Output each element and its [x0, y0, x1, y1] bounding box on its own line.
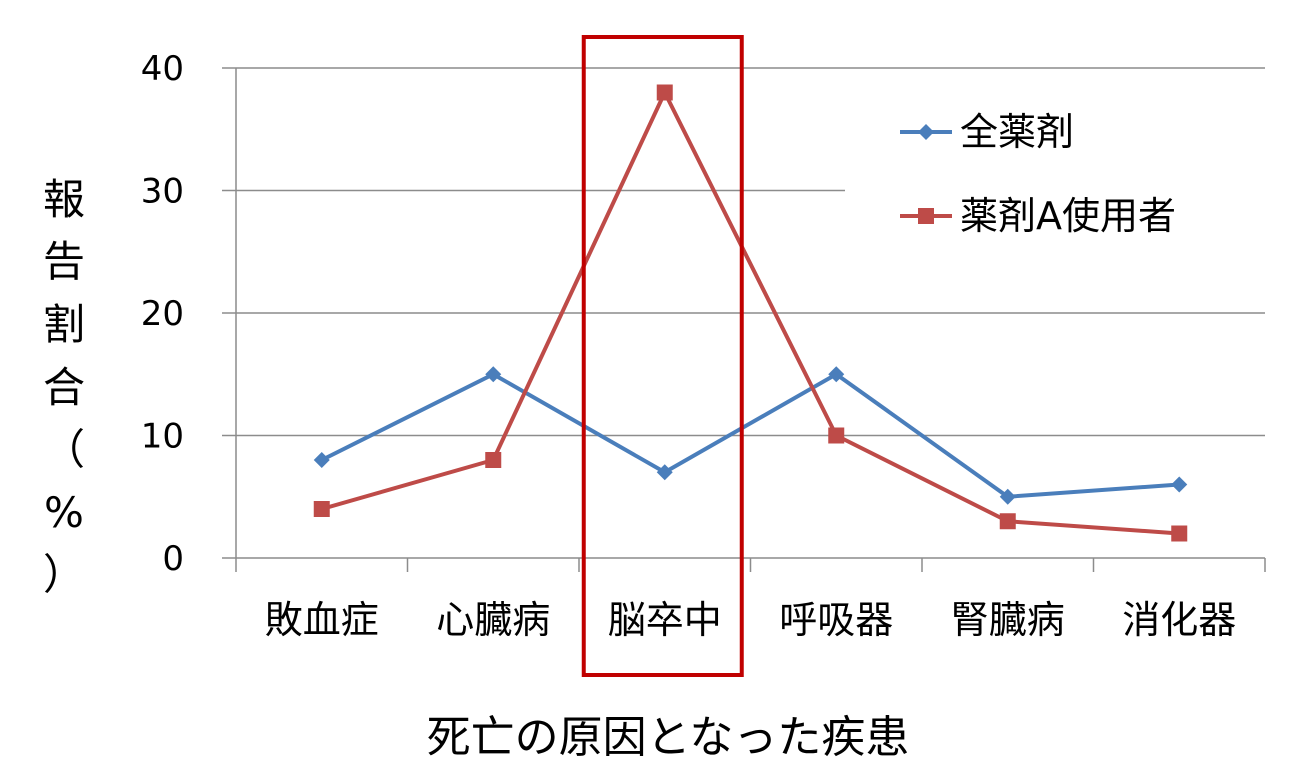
y-axis-label-char: % [44, 488, 84, 537]
data-point-square [313, 501, 330, 517]
data-point-square [485, 452, 502, 468]
x-category-label: 敗血症 [265, 598, 379, 642]
axes [222, 67, 1266, 572]
data-point-diamond [828, 366, 845, 383]
y-axis-label-char: 割 [43, 300, 85, 349]
legend-entry: 薬剤A使用者 [960, 194, 1176, 238]
data-point-square [999, 513, 1016, 530]
x-category-label: 消化器 [1122, 598, 1236, 642]
y-axis-label-char: （ [43, 425, 85, 474]
x-axis-label: 死亡の原因となった疾患 [427, 712, 910, 763]
y-axis-label-char: 報 [43, 175, 85, 224]
gridlines [236, 67, 1265, 437]
y-axis-label-char: 告 [43, 237, 85, 286]
series-line-1 [321, 90, 1180, 536]
data-point-square [656, 84, 673, 101]
y-axis-label-char: ） [43, 550, 85, 599]
highlight-box [581, 35, 744, 677]
series-line-0 [320, 372, 1180, 499]
x-category-label: 腎臓病 [951, 598, 1065, 642]
data-point-square [1171, 525, 1188, 542]
highlight-rectangle [581, 35, 744, 677]
y-axis-label-char: 合 [43, 363, 85, 412]
x-category-label: 心臓病 [436, 598, 550, 642]
legend-marker-square [918, 208, 934, 224]
y-tick-labels: 0 10 20 30 40 [141, 49, 184, 579]
data-point-diamond [1171, 476, 1188, 493]
y-tick-label: 0 [162, 539, 184, 579]
series-lines [313, 84, 1188, 542]
y-tick-label: 30 [141, 172, 184, 212]
data-point-diamond [999, 488, 1016, 505]
data-point-square [828, 427, 845, 444]
data-point-diamond [313, 452, 330, 468]
y-tick-label: 40 [141, 49, 184, 89]
data-point-diamond [485, 366, 502, 383]
x-category-labels: 敗血症 心臓病 脳卒中 呼吸器 腎臓病 消化器 [265, 598, 1237, 642]
x-category-label: 脳卒中 [608, 598, 722, 642]
legend-marker-diamond [918, 124, 934, 140]
legend-entry: 全薬剤 [960, 110, 1074, 154]
y-tick-label: 10 [141, 417, 184, 457]
y-tick-label: 20 [141, 294, 184, 334]
x-category-label: 呼吸器 [779, 598, 893, 642]
data-point-diamond [656, 464, 673, 481]
